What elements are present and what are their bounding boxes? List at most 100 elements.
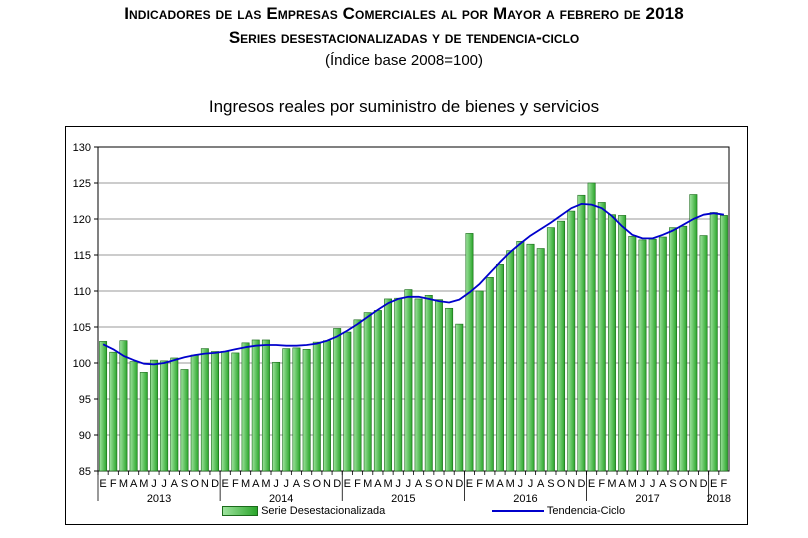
x-tick-label: M (628, 478, 637, 490)
bar (516, 241, 525, 472)
x-tick-label: S (547, 478, 554, 490)
x-tick-label: E (588, 478, 595, 490)
y-tick-label: 90 (79, 430, 91, 442)
bar (261, 339, 270, 472)
y-tick-label: 120 (73, 214, 91, 226)
bar (719, 215, 728, 472)
x-tick-label: A (374, 478, 382, 490)
x-tick-label: E (344, 478, 351, 490)
bar (506, 250, 515, 472)
x-tick-label: D (700, 478, 708, 490)
bar (150, 359, 158, 472)
x-tick-label: J (406, 478, 412, 490)
base-note: (Índice base 2008=100) (324, 52, 484, 69)
x-tick-label: D (577, 478, 585, 490)
legend-trend: Tendencia-Ciclo (492, 505, 625, 517)
x-tick-label: A (252, 478, 260, 490)
bar (699, 235, 708, 472)
bar (669, 227, 677, 472)
x-tick-label: A (496, 478, 504, 490)
bar (373, 310, 382, 472)
bar (445, 307, 454, 472)
x-tick-label: M (363, 478, 372, 490)
bar (689, 194, 698, 472)
bar (485, 277, 494, 472)
x-tick-label: A (537, 478, 545, 490)
bar (424, 295, 433, 472)
bar (190, 354, 199, 472)
x-tick-label: E (466, 478, 473, 490)
x-tick-label: O (679, 478, 688, 490)
bar (587, 182, 596, 472)
year-label: 2014 (269, 493, 293, 505)
bar (302, 349, 311, 472)
bar (526, 243, 535, 472)
x-tick-label: J (395, 478, 401, 490)
x-tick-label: D (333, 478, 341, 490)
x-tick-label: J (161, 478, 167, 490)
bar (577, 194, 586, 472)
x-tick-label: D (455, 478, 463, 490)
bar (170, 357, 179, 472)
bar (200, 348, 209, 472)
bar (333, 328, 342, 472)
x-tick-label: J (151, 478, 157, 490)
x-tick-label: O (313, 478, 322, 490)
x-tick-label: M (607, 478, 616, 490)
year-label: 2016 (513, 493, 537, 505)
x-tick-label: M (383, 478, 392, 490)
x-tick-label: E (710, 478, 717, 490)
x-tick-label: J (650, 478, 656, 490)
x-tick-label: J (273, 478, 279, 490)
x-tick-label: F (598, 478, 605, 490)
bar (648, 238, 657, 472)
x-tick-label: M (485, 478, 494, 490)
bar (679, 225, 688, 472)
y-tick-label: 105 (73, 322, 91, 334)
bar (99, 341, 108, 472)
x-tick-label: J (528, 478, 534, 490)
x-tick-label: M (506, 478, 515, 490)
bar (160, 360, 169, 472)
x-tick-label: O (557, 478, 566, 490)
bar (618, 215, 627, 472)
legend-line-swatch (492, 510, 544, 513)
x-tick-label: O (190, 478, 199, 490)
bar (109, 351, 118, 472)
legend-bar-label: Serie Desestacionalizada (261, 505, 386, 517)
x-tick-label: A (659, 478, 667, 490)
x-tick-label: N (201, 478, 209, 490)
x-tick-label: O (435, 478, 444, 490)
bar (567, 210, 576, 472)
bar (211, 351, 220, 472)
x-tick-label: M (241, 478, 250, 490)
x-tick-label: N (323, 478, 331, 490)
bar (221, 351, 230, 472)
bar (292, 347, 301, 472)
trend-line (102, 203, 725, 366)
y-tick-label: 115 (73, 250, 91, 262)
bar (475, 290, 484, 472)
legend-bar-swatch (222, 506, 258, 517)
y-tick-label: 95 (79, 394, 91, 406)
y-tick-label: 125 (73, 178, 91, 190)
x-tick-label: F (232, 478, 239, 490)
y-tick-label: 130 (73, 142, 91, 154)
bar (272, 361, 281, 472)
bar (414, 298, 423, 472)
bar (557, 220, 566, 472)
bar (312, 341, 321, 472)
y-tick-label: 110 (73, 286, 91, 298)
x-tick-label: A (130, 478, 138, 490)
bar (404, 289, 413, 472)
x-tick-label: E (222, 478, 229, 490)
bar (536, 248, 545, 472)
bar (434, 299, 443, 472)
page-title: Indicadores de las Empresas Comerciales … (124, 4, 684, 23)
x-tick-label: S (669, 478, 676, 490)
x-tick-label: E (99, 478, 106, 490)
x-tick-label: J (284, 478, 290, 490)
legend-line-label: Tendencia-Ciclo (546, 505, 626, 517)
bar (343, 331, 352, 472)
bar (139, 372, 148, 472)
